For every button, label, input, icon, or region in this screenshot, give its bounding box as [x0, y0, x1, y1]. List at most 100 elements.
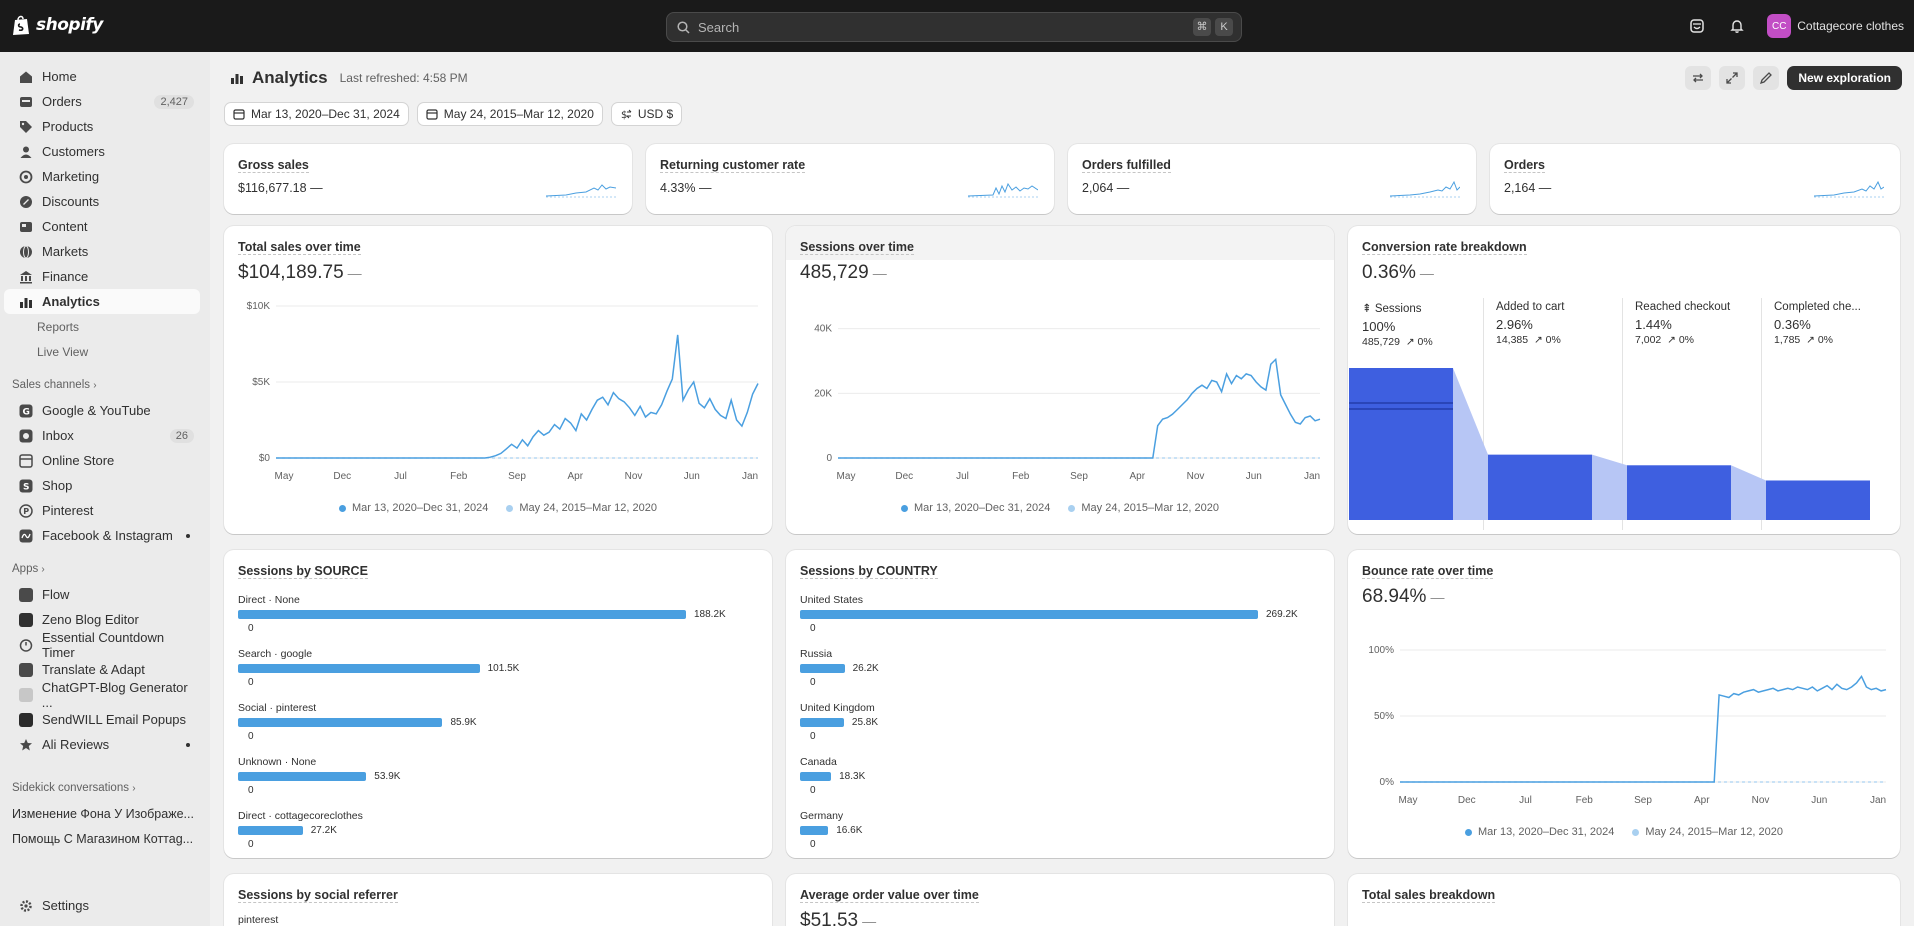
sidebar-item-label: Essential Countdown Timer: [41, 629, 165, 660]
bar-track: 101.5K: [238, 663, 519, 674]
legend-current[interactable]: Mar 13, 2020–Dec 31, 2024: [339, 502, 488, 514]
legend-label: Mar 13, 2020–Dec 31, 2024: [914, 502, 1051, 514]
kpi-card-gross-sales[interactable]: Gross sales $116,677.18 —: [224, 144, 632, 214]
sidebar-item-online-store[interactable]: Online Store: [4, 448, 200, 473]
sidebar-item-flow[interactable]: Flow: [4, 582, 200, 607]
compare-button[interactable]: [1685, 66, 1712, 90]
bounce-rate-chart: 100% 50% 0% May Dec Jul Feb Sep Apr Nov Jun Jan: [1368, 645, 1887, 806]
sidebar-item-facebook-instagram[interactable]: Facebook & Instagram: [4, 523, 200, 548]
sidebar-item-label: Settings: [42, 898, 89, 913]
conversion-card[interactable]: Conversion rate breakdown 0.36% — ⇞ Sessi…: [1348, 226, 1900, 534]
total-sales-card[interactable]: Total sales over time $104,189.75— $10K $…: [224, 226, 772, 534]
bar-row[interactable]: United States 269.2K 0: [800, 594, 1298, 634]
funnel-step-pct: 0.36%: [1774, 317, 1811, 332]
sidebar-item-essential-countdown-timer[interactable]: Essential Countdown Timer: [4, 629, 200, 660]
sales-breakdown-card[interactable]: Total sales breakdown: [1348, 874, 1900, 926]
sidebar-item-zeno-blog-editor[interactable]: Zeno Blog Editor: [4, 607, 200, 632]
bar-row[interactable]: United Kingdom 25.8K 0: [800, 702, 878, 742]
sidebar-item-chatgpt-blog-generator[interactable]: ChatGPT-Blog Generator ...: [4, 680, 200, 710]
sales-channels-heading[interactable]: Sales channels ›: [0, 372, 210, 398]
bell-icon[interactable]: [1727, 16, 1747, 36]
sidebar-item-analytics[interactable]: Analytics: [4, 289, 200, 314]
sidekick-heading[interactable]: Sidekick conversations ›: [0, 775, 210, 801]
funnel-stripe: [1349, 408, 1453, 410]
bar-row[interactable]: Unknown · None 53.9K 0: [238, 756, 400, 796]
date-range-picker[interactable]: Mar 13, 2020–Dec 31, 2024: [224, 102, 409, 126]
sessions-icon: ⇞: [1362, 303, 1372, 315]
social-referrer-card[interactable]: Sessions by social referrer pinterest: [224, 874, 772, 926]
funnel-step-pct: 100%: [1362, 319, 1396, 334]
sidebar-item-markets[interactable]: Markets: [4, 239, 200, 264]
x-tick-label: Dec: [1458, 795, 1476, 806]
sparkline: [968, 182, 1038, 198]
bar-row[interactable]: Canada 18.3K 0: [800, 756, 865, 796]
sidebar-item-products[interactable]: Products: [4, 114, 200, 139]
sidebar-item-customers[interactable]: Customers: [4, 139, 200, 164]
bar-row[interactable]: Social · pinterest 85.9K 0: [238, 702, 477, 742]
sidebar-item-finance[interactable]: Finance: [4, 264, 200, 289]
legend-previous[interactable]: May 24, 2015–Mar 12, 2020: [1632, 826, 1783, 838]
kpi-card-returning-customer-rate[interactable]: Returning customer rate 4.33% —: [646, 144, 1054, 214]
sidebar-item-label: Ali Reviews: [42, 737, 110, 752]
sidebar-item-marketing[interactable]: Marketing: [4, 164, 200, 189]
timer-icon: [18, 637, 34, 653]
sidebar-item-ali-reviews[interactable]: Ali Reviews: [4, 732, 200, 757]
sidebar-item-google-youtube[interactable]: G Google & YouTube: [4, 398, 200, 423]
aov-card[interactable]: Average order value over time $51.53—: [786, 874, 1334, 926]
funnel-step-sessions: ⇞ Sessions 100% 485,729 ↗ 0%: [1362, 301, 1433, 348]
sidebar-item-sendwill-email-popups[interactable]: SendWILL Email Popups: [4, 707, 200, 732]
card-value-text: 68.94%: [1362, 586, 1427, 607]
funnel-step-change: ↗ 0%: [1806, 334, 1834, 346]
sidebar-item-translate-adapt[interactable]: Translate & Adapt: [4, 657, 200, 682]
search-bar[interactable]: Search ⌘ K: [666, 12, 1242, 42]
fullscreen-button[interactable]: [1719, 66, 1746, 90]
card-title: Total sales breakdown: [1362, 888, 1496, 903]
bar-row[interactable]: Direct · None 188.2K 0: [238, 594, 726, 634]
sidebar-item-reports[interactable]: Reports: [37, 319, 80, 334]
sidekick-conversation[interactable]: Изменение Фона У Изображе...: [12, 806, 194, 821]
bar-row[interactable]: Germany 16.6K 0: [800, 810, 862, 850]
comparison-range-label: May 24, 2015–Mar 12, 2020: [443, 107, 594, 121]
legend-previous[interactable]: May 24, 2015–Mar 12, 2020: [506, 502, 657, 514]
sidebar-item-home[interactable]: Home: [4, 64, 200, 89]
kpi-card-orders[interactable]: Orders 2,164 —: [1490, 144, 1900, 214]
sidebar-item-shop[interactable]: S Shop: [4, 473, 200, 498]
comparison-range-picker[interactable]: May 24, 2015–Mar 12, 2020: [416, 102, 603, 126]
sidekick-conversation[interactable]: Помощь С Магазином Коттаg...: [12, 831, 194, 846]
edit-button[interactable]: [1753, 66, 1780, 90]
sidebar-item-pinterest[interactable]: P Pinterest: [4, 498, 200, 523]
sessions-by-country-card[interactable]: Sessions by COUNTRY United States 269.2K 0…: [786, 550, 1334, 858]
sidebar-item-inbox[interactable]: Inbox 26: [4, 423, 200, 448]
bar-row[interactable]: Russia 26.2K 0: [800, 648, 879, 688]
search-input[interactable]: Search: [698, 19, 740, 35]
shopify-logo[interactable]: shopify: [12, 14, 103, 36]
bounce-rate-card[interactable]: Bounce rate over time 68.94% — 100% 50% 0% M…: [1348, 550, 1900, 858]
sessions-card[interactable]: Sessions over time 485,729— 40K 20K 0 May De…: [786, 226, 1334, 534]
kpi-card-orders-fulfilled[interactable]: Orders fulfilled 2,064 —: [1068, 144, 1476, 214]
sidebar-item-live-view[interactable]: Live View: [37, 344, 89, 359]
new-exploration-button[interactable]: New exploration: [1787, 66, 1902, 90]
store-name: Cottagecore clothes: [1797, 19, 1904, 33]
kpi-title: Orders: [1504, 158, 1545, 173]
bar-track: 188.2K: [238, 609, 726, 620]
store-menu[interactable]: CC Cottagecore clothes: [1767, 14, 1904, 38]
legend-current[interactable]: Mar 13, 2020–Dec 31, 2024: [1465, 826, 1614, 838]
conversion-funnel-chart: [1349, 368, 1870, 520]
bar-value: 85.9K: [450, 717, 477, 728]
sidebar-item-settings[interactable]: Settings: [4, 893, 200, 918]
sidekick-icon[interactable]: [1687, 16, 1707, 36]
bar-row[interactable]: Search · google 101.5K 0: [238, 648, 519, 688]
bar-row[interactable]: Direct · cottagecoreclothes 27.2K 0: [238, 810, 363, 850]
pinterest-icon: P: [18, 503, 34, 519]
legend-previous[interactable]: May 24, 2015–Mar 12, 2020: [1068, 502, 1219, 514]
sparkline: [1814, 180, 1884, 198]
sessions-by-source-card[interactable]: Sessions by SOURCE Direct · None 188.2K 0 S…: [224, 550, 772, 858]
apps-heading[interactable]: Apps ›: [0, 556, 210, 582]
sidebar-item-discounts[interactable]: Discounts: [4, 189, 200, 214]
sidebar-item-orders[interactable]: Orders 2,427: [4, 89, 200, 114]
funnel-step-name: Added to cart: [1496, 301, 1565, 313]
currency-picker[interactable]: $ USD $: [610, 102, 683, 126]
sidebar-item-content[interactable]: Content: [4, 214, 200, 239]
sendwill-icon: [18, 712, 34, 728]
legend-current[interactable]: Mar 13, 2020–Dec 31, 2024: [901, 502, 1050, 514]
